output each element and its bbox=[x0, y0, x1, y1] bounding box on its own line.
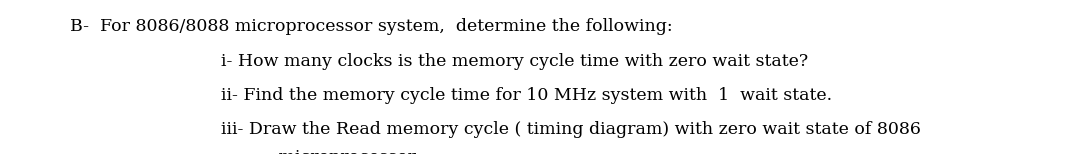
Text: microprocessor.: microprocessor. bbox=[240, 149, 419, 154]
Text: iii- Draw the Read memory cycle ( timing diagram) with zero wait state of 8086: iii- Draw the Read memory cycle ( timing… bbox=[221, 121, 921, 138]
Text: i- How many clocks is the memory cycle time with zero wait state?: i- How many clocks is the memory cycle t… bbox=[221, 53, 809, 70]
Text: B-  For 8086/8088 microprocessor system,  determine the following:: B- For 8086/8088 microprocessor system, … bbox=[70, 18, 673, 35]
Text: ii- Find the memory cycle time for 10 MHz system with  1  wait state.: ii- Find the memory cycle time for 10 MH… bbox=[221, 87, 833, 104]
